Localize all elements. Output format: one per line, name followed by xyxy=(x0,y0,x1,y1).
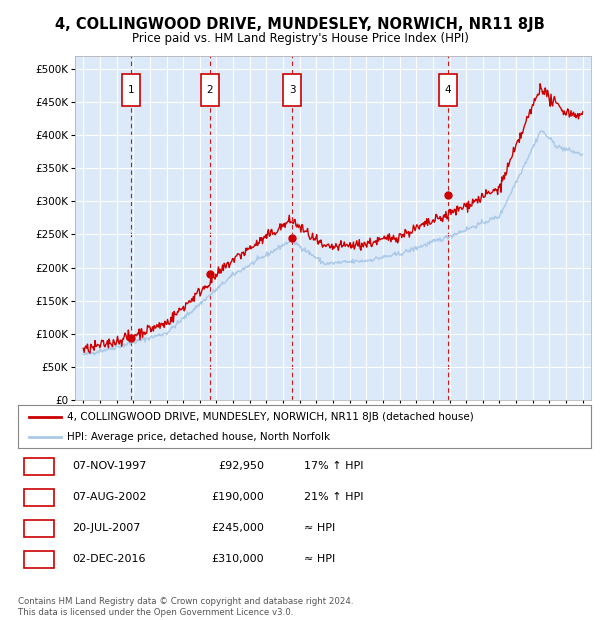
Bar xyxy=(24,458,53,475)
Text: £190,000: £190,000 xyxy=(212,492,265,502)
Text: 4: 4 xyxy=(445,85,451,95)
Text: 3: 3 xyxy=(289,85,296,95)
Text: 21% ↑ HPI: 21% ↑ HPI xyxy=(305,492,364,502)
Text: 4, COLLINGWOOD DRIVE, MUNDESLEY, NORWICH, NR11 8JB: 4, COLLINGWOOD DRIVE, MUNDESLEY, NORWICH… xyxy=(55,17,545,32)
Bar xyxy=(439,74,457,106)
Text: 2: 2 xyxy=(206,85,213,95)
Text: £310,000: £310,000 xyxy=(212,554,265,564)
Text: 07-NOV-1997: 07-NOV-1997 xyxy=(73,461,147,471)
Text: £92,950: £92,950 xyxy=(218,461,265,471)
Text: £245,000: £245,000 xyxy=(212,523,265,533)
Text: HPI: Average price, detached house, North Norfolk: HPI: Average price, detached house, Nort… xyxy=(67,432,330,441)
Text: Price paid vs. HM Land Registry's House Price Index (HPI): Price paid vs. HM Land Registry's House … xyxy=(131,32,469,45)
Bar xyxy=(24,551,53,568)
Text: 07-AUG-2002: 07-AUG-2002 xyxy=(73,492,147,502)
Text: 4, COLLINGWOOD DRIVE, MUNDESLEY, NORWICH, NR11 8JB (detached house): 4, COLLINGWOOD DRIVE, MUNDESLEY, NORWICH… xyxy=(67,412,473,422)
Text: 2: 2 xyxy=(35,492,42,502)
Text: Contains HM Land Registry data © Crown copyright and database right 2024.
This d: Contains HM Land Registry data © Crown c… xyxy=(18,598,353,617)
Bar xyxy=(122,74,140,106)
Text: 3: 3 xyxy=(35,523,42,533)
Text: ≈ HPI: ≈ HPI xyxy=(305,554,336,564)
Text: 1: 1 xyxy=(35,461,42,471)
Text: 02-DEC-2016: 02-DEC-2016 xyxy=(73,554,146,564)
Text: 1: 1 xyxy=(127,85,134,95)
Text: 4: 4 xyxy=(35,554,42,564)
Bar xyxy=(200,74,219,106)
Bar xyxy=(24,520,53,537)
Text: ≈ HPI: ≈ HPI xyxy=(305,523,336,533)
Bar xyxy=(283,74,301,106)
Text: 17% ↑ HPI: 17% ↑ HPI xyxy=(305,461,364,471)
Bar xyxy=(24,489,53,506)
Text: 20-JUL-2007: 20-JUL-2007 xyxy=(73,523,141,533)
